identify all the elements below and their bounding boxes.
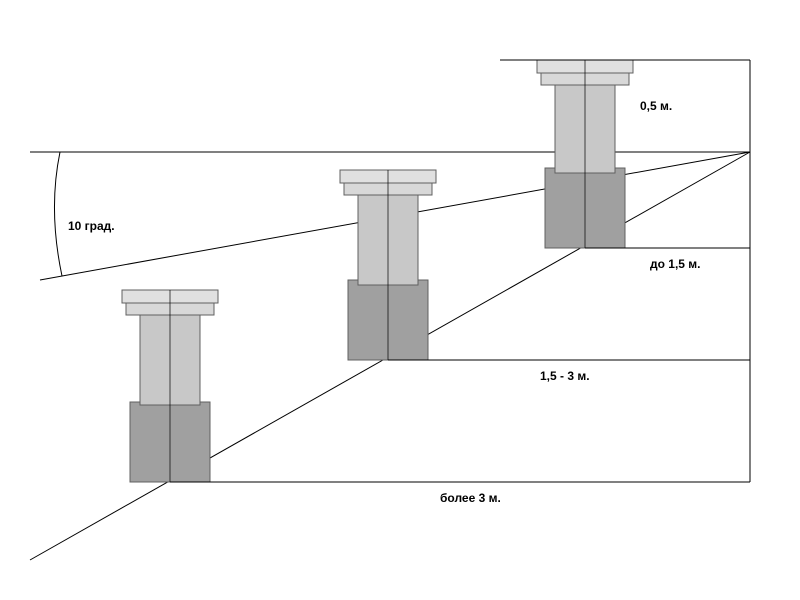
chimney-2 xyxy=(340,170,436,360)
label-height-top: 0,5 м. xyxy=(640,99,672,113)
label-dist-3: более 3 м. xyxy=(440,491,501,505)
label-dist-1: до 1,5 м. xyxy=(650,257,701,271)
chimney-1 xyxy=(122,290,218,482)
angle-label: 10 град. xyxy=(68,219,115,233)
chimney-3 xyxy=(537,60,633,248)
dim-dist-3: более 3 м. xyxy=(170,360,750,505)
angle-arc xyxy=(54,152,62,276)
label-dist-2: 1,5 - 3 м. xyxy=(540,369,590,383)
chimney-height-diagram: 10 град. 0,5 м. до 1,5 м. xyxy=(0,0,800,600)
